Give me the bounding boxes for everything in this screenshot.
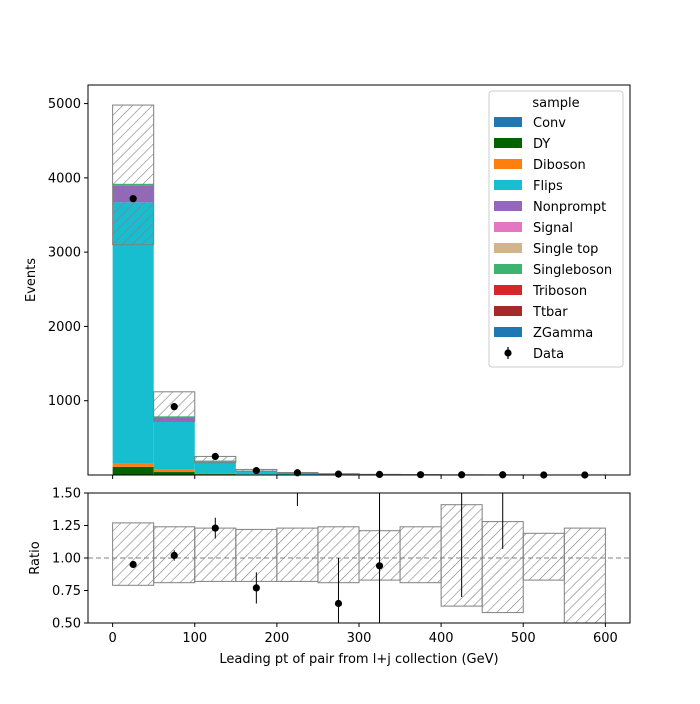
x-axis-label: Leading pt of pair from l+j collection (… [219, 652, 498, 667]
ratio-y-axis-label: Ratio [28, 541, 43, 574]
legend-swatch [494, 243, 522, 253]
bar-diboson-bin-1 [154, 469, 195, 472]
legend-swatch [494, 306, 522, 316]
data-point [376, 471, 383, 478]
bar-flips-bin-2 [195, 462, 236, 473]
uncertainty-band-bin-0 [113, 105, 154, 245]
legend-swatch [494, 327, 522, 337]
legend-label: Data [533, 347, 564, 362]
data-point [335, 471, 342, 478]
ratio-point [171, 552, 178, 559]
ratio-uncertainty-bin-7 [400, 527, 441, 583]
legend-title: sample [532, 96, 579, 111]
legend-label: ZGamma [533, 326, 593, 341]
ratio-point [130, 561, 137, 568]
data-point [171, 403, 178, 410]
y-axis-label: Events [24, 258, 39, 302]
legend-label: Conv [533, 116, 566, 131]
ratio-y-tick-label: 1.25 [52, 519, 81, 534]
ratio-uncertainty-bin-11 [564, 528, 605, 623]
legend-label: Single top [533, 242, 598, 257]
legend: sample Conv DY Diboson Flips Nonprompt Signal S… [489, 91, 623, 367]
legend-label: Singleboson [533, 263, 612, 278]
ratio-point [376, 562, 383, 569]
y-tick-label: 1000 [48, 394, 81, 409]
bar-dy-bin-0 [113, 467, 154, 475]
data-point [212, 453, 219, 460]
x-tick-label: 200 [264, 631, 289, 646]
y-tick-label: 3000 [48, 246, 81, 261]
ratio-plot: 0.50 0.75 1.00 1.25 1.50 0 100 200 300 400 500 600 R… [28, 487, 630, 668]
legend-swatch [494, 222, 522, 232]
ratio-y-tick-label: 1.00 [52, 552, 81, 567]
legend-label: Nonprompt [533, 200, 606, 215]
bar-diboson-bin-2 [195, 473, 236, 474]
legend-swatch [494, 285, 522, 295]
legend-data-marker [504, 349, 511, 356]
ratio-y-tick-label: 1.50 [52, 487, 81, 502]
legend-swatch [494, 117, 522, 127]
y-tick-label: 5000 [48, 97, 81, 112]
ratio-uncertainty-bin-0 [113, 523, 154, 585]
y-tick-label: 2000 [48, 320, 81, 335]
bar-diboson-bin-0 [113, 464, 154, 467]
ratio-point [212, 525, 219, 532]
y-tick-label: 4000 [48, 171, 81, 186]
data-point [253, 467, 260, 474]
ratio-uncertainty-bin-4 [277, 528, 318, 581]
ratio-y-tick-label: 0.75 [52, 584, 81, 599]
ratio-y-tick-label: 0.50 [52, 617, 81, 632]
legend-swatch [494, 264, 522, 274]
bar-flips-bin-1 [154, 422, 195, 470]
ratio-point [253, 584, 260, 591]
legend-label: Triboson [532, 284, 587, 299]
x-tick-label: 300 [347, 631, 372, 646]
x-tick-label: 400 [429, 631, 454, 646]
legend-label: Ttbar [532, 305, 568, 320]
legend-swatch [494, 180, 522, 190]
ratio-uncertainty-bin-10 [523, 533, 564, 580]
legend-swatch [494, 138, 522, 148]
legend-label: Flips [533, 179, 563, 194]
legend-swatch [494, 201, 522, 211]
x-tick-label: 100 [182, 631, 207, 646]
x-tick-label: 500 [511, 631, 536, 646]
ratio-point [335, 600, 342, 607]
data-point [130, 195, 137, 202]
legend-label: Signal [533, 221, 573, 236]
x-tick-label: 0 [108, 631, 116, 646]
x-tick-label: 600 [593, 631, 618, 646]
main-plot: 1000 2000 3000 4000 5000 Events sample Conv DY Di… [24, 85, 630, 479]
legend-label: DY [533, 137, 550, 152]
legend-label: Diboson [533, 158, 586, 173]
legend-swatch [494, 159, 522, 169]
